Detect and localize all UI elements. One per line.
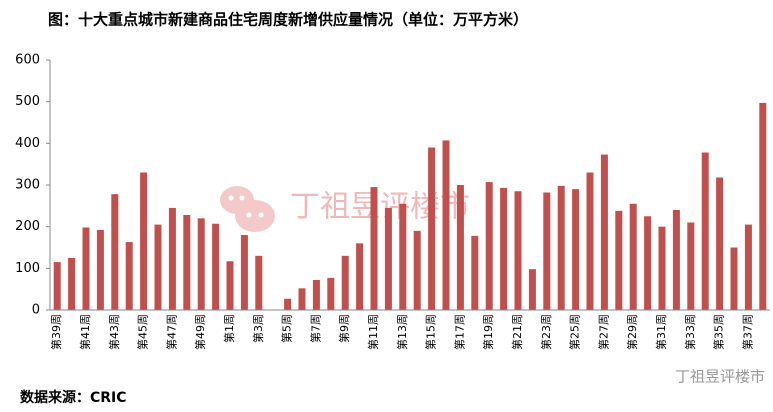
bar [125, 242, 133, 310]
bar [140, 172, 148, 310]
y-tick-label: 400 [15, 136, 40, 151]
bar [615, 210, 623, 310]
bar [370, 187, 378, 310]
bar [183, 215, 191, 310]
source: 数据来源：CRIC [20, 389, 127, 406]
y-tick-label: 0 [32, 303, 40, 318]
bar [716, 177, 724, 310]
bar [471, 235, 479, 310]
bar [413, 230, 421, 310]
bar [500, 187, 508, 310]
bar [744, 224, 752, 310]
watermark-small: 丁祖昱评楼市 [675, 368, 765, 386]
x-tick-label: 第41周 [78, 314, 92, 350]
bar [528, 269, 536, 310]
x-tick-label: 第43周 [107, 314, 121, 350]
bar [759, 102, 767, 311]
x-tick-label: 第49周 [193, 314, 207, 350]
watermark-logo [220, 186, 275, 232]
x-tick-label: 第3周 [251, 314, 265, 343]
bar [298, 288, 306, 310]
x-tick-label: 第21周 [510, 314, 524, 350]
y-tick-label: 300 [15, 178, 40, 193]
x-tick-label: 第23周 [539, 314, 553, 350]
bar [399, 203, 407, 310]
chart-title: 图：十大重点城市新建商品住宅周度新增供应量情况（单位：万平方米） [48, 11, 528, 29]
bar [68, 257, 76, 310]
x-tick-label: 第45周 [136, 314, 150, 350]
x-tick-label: 第5周 [280, 314, 294, 343]
bar [154, 224, 162, 310]
bar [255, 255, 263, 310]
bar [197, 218, 205, 310]
x-tick-label: 第33周 [683, 314, 697, 350]
x-tick-label: 第39周 [49, 314, 63, 350]
bar [168, 207, 176, 310]
bar [226, 261, 234, 310]
bar [327, 277, 335, 310]
bar [341, 255, 349, 310]
x-tick-label: 第1周 [222, 314, 236, 343]
y-tick-label: 100 [15, 261, 40, 276]
bar [442, 140, 450, 310]
x-tick-label: 第15周 [424, 314, 438, 350]
y-tick-label: 600 [15, 53, 40, 68]
bar [644, 216, 652, 310]
bar [730, 247, 738, 310]
bar [572, 189, 580, 310]
bar [456, 185, 464, 310]
bar [514, 191, 522, 310]
x-tick-label: 第11周 [366, 314, 380, 350]
bar [701, 152, 709, 310]
x-tick-label: 第47周 [164, 314, 178, 350]
bar [672, 210, 680, 310]
watermark: 丁祖昱评楼市 [290, 190, 470, 225]
bar [687, 222, 695, 310]
x-tick-label: 第7周 [308, 314, 322, 343]
bar [629, 203, 637, 310]
bar [96, 230, 104, 310]
x-tick-label: 第31周 [654, 314, 668, 350]
bar [586, 172, 594, 310]
bar [111, 194, 119, 310]
bar [428, 147, 436, 310]
bar [384, 207, 392, 310]
x-tick-label: 第9周 [337, 314, 351, 343]
bar [485, 182, 493, 310]
x-tick-label: 第27周 [596, 314, 610, 350]
bar [240, 235, 248, 310]
bar [212, 223, 220, 310]
bar [284, 298, 292, 310]
x-tick-label: 第35周 [712, 314, 726, 350]
bar [53, 262, 61, 310]
bar [82, 227, 90, 310]
bar [557, 185, 565, 310]
x-tick-label: 第19周 [481, 314, 495, 350]
y-tick-label: 500 [15, 94, 40, 109]
x-tick-label: 第37周 [740, 314, 754, 350]
bar [543, 192, 551, 310]
x-tick-label: 第13周 [395, 314, 409, 350]
bar [600, 154, 608, 310]
y-tick-label: 200 [15, 219, 40, 234]
bar [658, 226, 666, 310]
x-tick-label: 第17周 [452, 314, 466, 350]
x-tick-label: 第29周 [625, 314, 639, 350]
bar [312, 280, 320, 310]
bar [356, 243, 364, 310]
x-tick-label: 第25周 [568, 314, 582, 350]
